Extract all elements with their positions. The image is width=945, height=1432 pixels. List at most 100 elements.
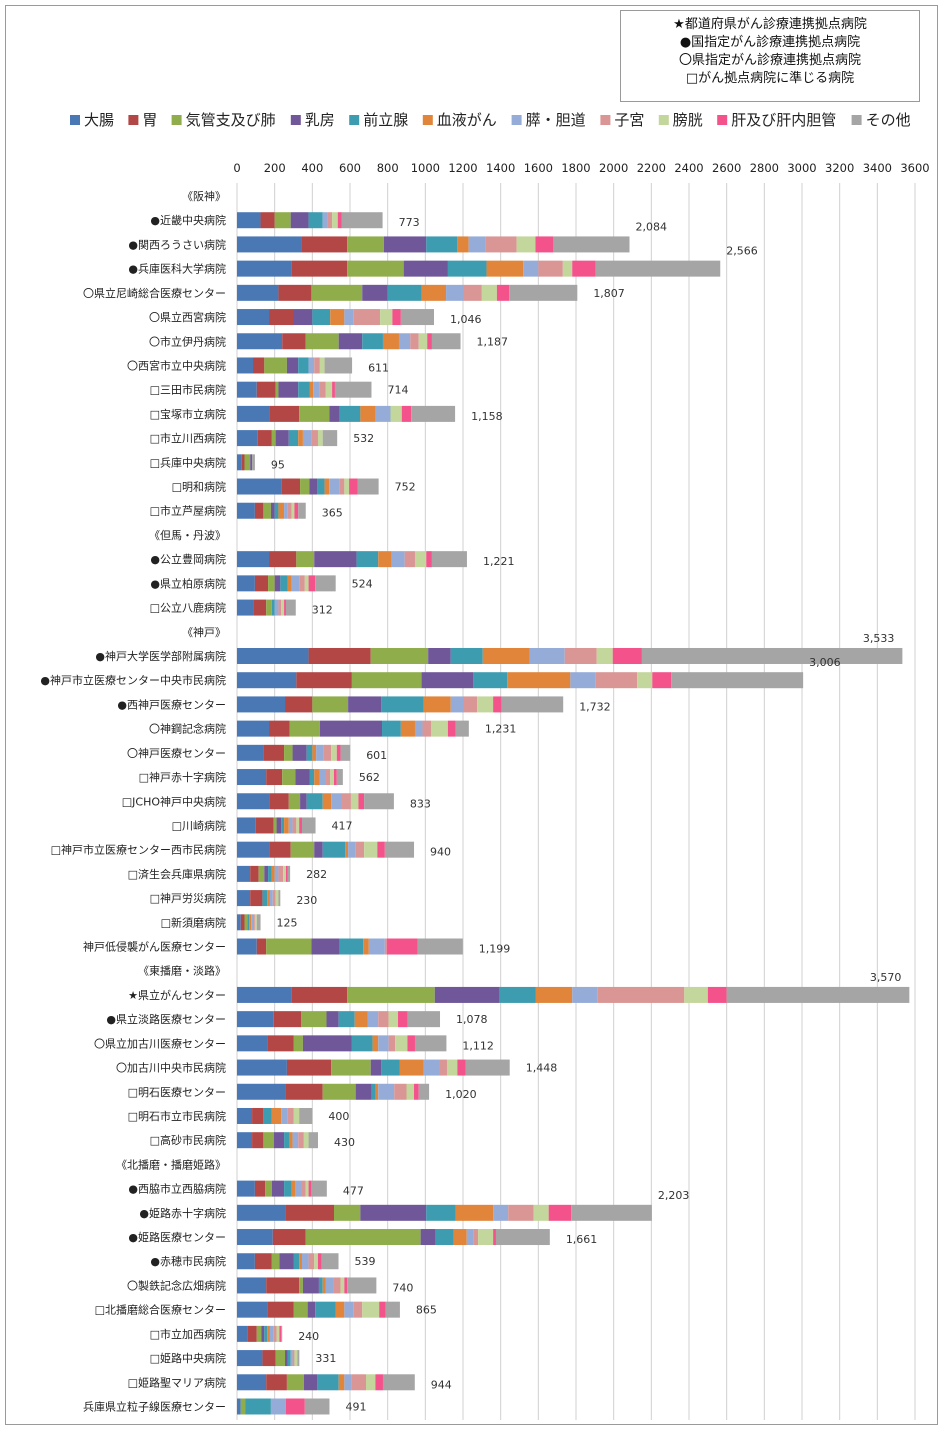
bar-segment (319, 769, 326, 786)
bar-segment (284, 744, 293, 761)
bar-segment (385, 1301, 400, 1318)
bar-segment (339, 405, 361, 422)
bar-segment (353, 1301, 363, 1318)
bar-segment (319, 357, 325, 374)
bar-segment (362, 333, 383, 350)
total-label: 3,006 (809, 656, 841, 669)
bar-segment (378, 1035, 389, 1052)
bar-segment (595, 672, 638, 689)
category-label: 〇県立尼崎総合医療センター (83, 286, 226, 300)
key-line-national: ●国指定がん診療連携拠点病院 (679, 35, 861, 50)
x-tick-0: 0 (233, 161, 240, 175)
legend-swatch-8 (658, 115, 669, 125)
legend-swatch-10 (851, 115, 862, 125)
bar-segment (314, 357, 320, 374)
bar-segment (237, 1301, 268, 1318)
bar-segment (423, 1059, 440, 1076)
bar-segment (263, 502, 271, 519)
bar-segment (254, 1180, 266, 1197)
bar-segment (383, 236, 427, 253)
bar-segment (325, 769, 331, 786)
bar-segment (291, 502, 295, 519)
bar-segment (392, 309, 401, 326)
bar-segment (322, 430, 338, 447)
bar-segment (293, 1035, 303, 1052)
category-label: □北播磨総合医療センター (95, 1303, 226, 1317)
bar-segment (377, 841, 385, 858)
bar-segment (278, 890, 281, 907)
bar-segment (641, 647, 903, 664)
bar-segment (379, 1301, 386, 1318)
bar-segment (250, 454, 253, 471)
x-tick-1600: 1600 (524, 161, 553, 175)
bar-segment (256, 938, 267, 955)
total-label: 365 (322, 507, 343, 520)
bar-segment (285, 1204, 334, 1221)
bar-segment (367, 1011, 379, 1028)
total-label: 1,020 (445, 1088, 477, 1101)
bar-segment (303, 1374, 318, 1391)
bar-segment (304, 575, 309, 592)
bar-segment (285, 599, 296, 616)
total-label: 752 (395, 481, 416, 494)
total-label: 532 (353, 432, 374, 445)
bar-segment (249, 914, 252, 931)
bar-segment (370, 647, 429, 664)
bar-segment (571, 1204, 652, 1221)
bar-segment (339, 478, 345, 495)
bar-segment (267, 1325, 270, 1342)
bar-segment (553, 236, 630, 253)
bar-segment (280, 575, 288, 592)
bar-segment (237, 212, 261, 229)
bar-segment (564, 647, 597, 664)
bar-segment (334, 381, 372, 398)
x-tick-200: 200 (264, 161, 286, 175)
x-tick-2000: 2000 (599, 161, 628, 175)
bar-segment (404, 551, 415, 568)
bar-segment (570, 672, 596, 689)
bar-segment (426, 236, 458, 253)
bar-segment (263, 1132, 274, 1149)
bar-segment (351, 1374, 367, 1391)
bar-segment (447, 720, 456, 737)
bar-segment (501, 696, 564, 713)
total-label: 1,158 (471, 410, 503, 423)
bar-segment (254, 575, 269, 592)
bar-segment (344, 1277, 348, 1294)
bar-segment (275, 430, 289, 447)
bar-segment (378, 551, 392, 568)
bar-segment (290, 1350, 293, 1367)
category-label: ●兵庫医科大学病院 (128, 262, 226, 276)
bar-segment (332, 381, 335, 398)
bar-segment (496, 284, 510, 301)
bar-segment (305, 1180, 309, 1197)
bar-segment (276, 1325, 280, 1342)
total-label: 331 (315, 1352, 336, 1365)
bar-segment (493, 1204, 509, 1221)
bar-segment (322, 1277, 326, 1294)
bar-segment (237, 1011, 274, 1028)
total-label: 601 (366, 749, 387, 762)
total-label: 611 (368, 361, 389, 374)
legend-swatch-1 (128, 115, 139, 125)
category-label: ●神戸大学医学部附属病院 (95, 649, 226, 663)
bar-segment (275, 1350, 286, 1367)
bar-segment (263, 1107, 272, 1124)
bar-segment (364, 793, 394, 810)
bar-segment (331, 744, 337, 761)
bar-segment (271, 1253, 280, 1270)
bar-segment (273, 817, 277, 834)
total-label: 2,203 (658, 1189, 690, 1202)
bar-segment (335, 1301, 345, 1318)
bar-segment (237, 914, 241, 931)
group-label: 《神戸》 (182, 625, 226, 639)
bar-segment (344, 1301, 354, 1318)
bar-segment (276, 817, 282, 834)
legend-swatch-7 (600, 115, 611, 125)
bar-segment (298, 502, 306, 519)
category-label: ●県立淡路医療センター (106, 1012, 226, 1026)
bar-segment (237, 793, 270, 810)
bar-segment (237, 502, 255, 519)
bar-segment (237, 405, 270, 422)
bar-segment (457, 1059, 466, 1076)
